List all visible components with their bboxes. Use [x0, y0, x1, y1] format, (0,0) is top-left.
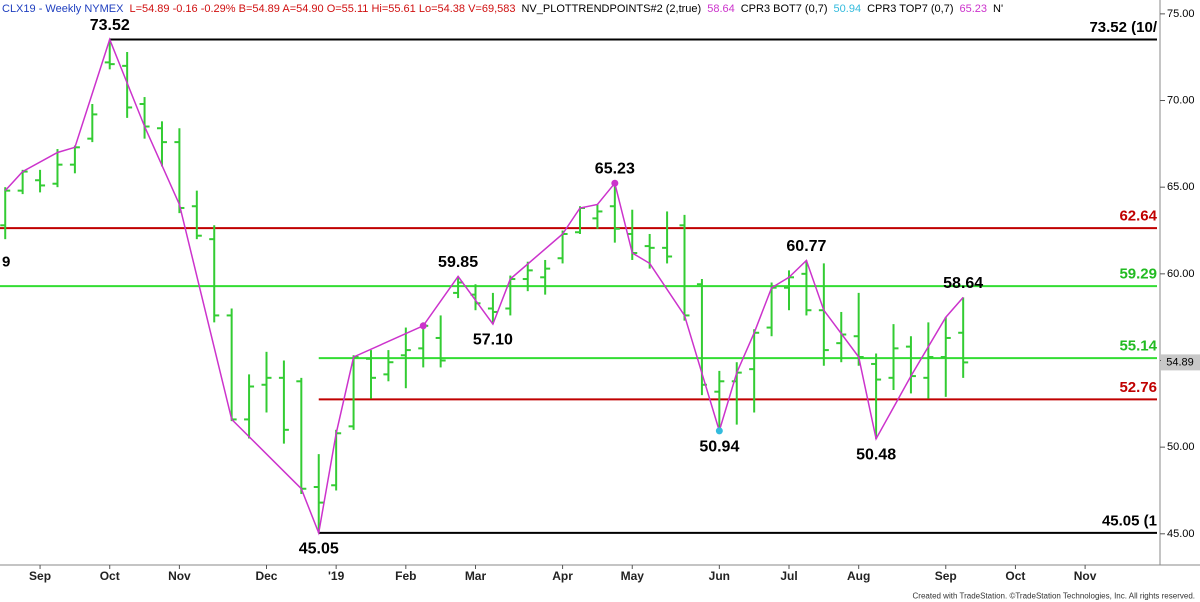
ohlc-bar — [87, 103, 98, 143]
y-tick-label: 75.00 — [1167, 8, 1195, 20]
ohlc-bar — [801, 260, 812, 316]
x-tick-label: Jun — [709, 569, 730, 583]
pivot-label: 65.23 — [595, 161, 635, 178]
ohlc-bar — [940, 317, 951, 397]
ohlc-bar — [540, 259, 551, 295]
header-item: N' — [993, 3, 1003, 15]
ohlc-bar — [365, 350, 376, 399]
y-tick-label: 60.00 — [1167, 268, 1195, 280]
ohlc-bar — [679, 214, 690, 321]
x-tick-label: Sep — [935, 569, 957, 583]
ohlc-bar — [35, 169, 46, 193]
last-price-label: 54.89 — [1166, 356, 1194, 368]
ohlc-bar — [435, 315, 446, 368]
pivot-marker — [715, 427, 723, 435]
x-tick-label: Oct — [100, 569, 120, 583]
ohlc-bar — [244, 374, 255, 439]
header-item: CLX19 - Weekly NYMEX — [2, 3, 124, 15]
ohlc-bar — [69, 145, 80, 174]
header-item: CPR3 TOP7 (0,7) — [867, 3, 953, 15]
header: CLX19 - Weekly NYMEX L=54.89 -0.16 -0.29%… — [2, 3, 1003, 15]
pivot-label: 73.52 — [90, 17, 130, 34]
pivot-label: 50.94 — [699, 438, 739, 455]
x-tick-label: Mar — [465, 569, 487, 583]
level-label: 55.14 — [1119, 338, 1157, 355]
x-tick-label: Dec — [255, 569, 277, 583]
left-edge-text: 9 — [2, 254, 10, 271]
header-item: 50.94 — [834, 3, 862, 15]
ohlc-bar — [278, 360, 289, 444]
ohlc-bar — [104, 39, 115, 70]
ohlc-bar — [156, 121, 167, 167]
ohlc-bar — [209, 225, 220, 323]
x-tick-label: Aug — [847, 569, 870, 583]
ohlc-bar — [592, 204, 603, 229]
level-label: 59.29 — [1119, 266, 1157, 283]
x-tick-label: Sep — [29, 569, 51, 583]
pivot-label: 59.85 — [438, 254, 478, 271]
pivot-label: 57.10 — [473, 332, 513, 349]
ohlc-bar — [522, 261, 533, 292]
pivot-marker — [419, 322, 427, 330]
last-price-box — [1161, 354, 1200, 371]
header-item: 65.23 — [959, 3, 987, 15]
ohlc-bar — [313, 454, 324, 533]
y-tick-label: 45.00 — [1167, 528, 1195, 540]
ohlc-bar — [400, 327, 411, 389]
footer: Created with TradeStation. ©TradeStation… — [913, 592, 1196, 601]
ohlc-bar — [714, 370, 725, 431]
header-item: CPR3 BOT7 (0,7) — [741, 3, 828, 15]
ohlc-bar — [261, 351, 272, 413]
level-label: 73.52 (10/ — [1089, 19, 1157, 36]
ohlc-bar — [296, 377, 307, 494]
pivot-label: 50.48 — [856, 446, 896, 463]
x-tick-label: Nov — [168, 569, 191, 583]
ohlc-bar — [191, 190, 202, 240]
pivot-marker — [611, 179, 619, 187]
header-item: NV_PLOTTRENDPOINTS#2 (2,true) — [521, 3, 701, 15]
y-tick-label: 65.00 — [1167, 181, 1195, 193]
pivot-label: 58.64 — [943, 275, 983, 292]
x-tick-label: Nov — [1074, 569, 1097, 583]
x-tick-label: '19 — [328, 569, 345, 583]
x-tick-label: Jul — [780, 569, 797, 583]
x-tick-label: Feb — [395, 569, 416, 583]
x-tick-label: Apr — [552, 569, 573, 583]
ohlc-bar — [871, 353, 882, 439]
y-tick-label: 70.00 — [1167, 95, 1195, 107]
level-label: 52.76 — [1119, 379, 1157, 396]
pivot-label: 60.77 — [786, 238, 826, 255]
x-tick-label: Oct — [1005, 569, 1025, 583]
ohlc-bar — [923, 322, 934, 399]
ohlc-bar — [818, 263, 829, 366]
ohlc-bar — [383, 350, 394, 382]
ohlc-bar — [609, 183, 620, 243]
level-label: 62.64 — [1119, 208, 1157, 225]
trend-line — [4, 37, 964, 536]
ohlc-bar — [662, 211, 673, 264]
pivot-label: 45.05 — [299, 540, 339, 557]
level-label: 45.05 (1 — [1102, 512, 1157, 529]
ohlc-bar — [52, 149, 63, 188]
ohlc-bar — [888, 324, 899, 390]
y-tick-label: 50.00 — [1167, 441, 1195, 453]
x-tick-label: May — [621, 569, 645, 583]
ohlc-bar — [958, 297, 969, 378]
ohlc-bar — [331, 429, 342, 491]
header-item: 58.64 — [707, 3, 735, 15]
header-item: L=54.89 -0.16 -0.29% B=54.89 A=54.90 O=5… — [129, 3, 515, 15]
ohlc-bar — [853, 292, 864, 366]
